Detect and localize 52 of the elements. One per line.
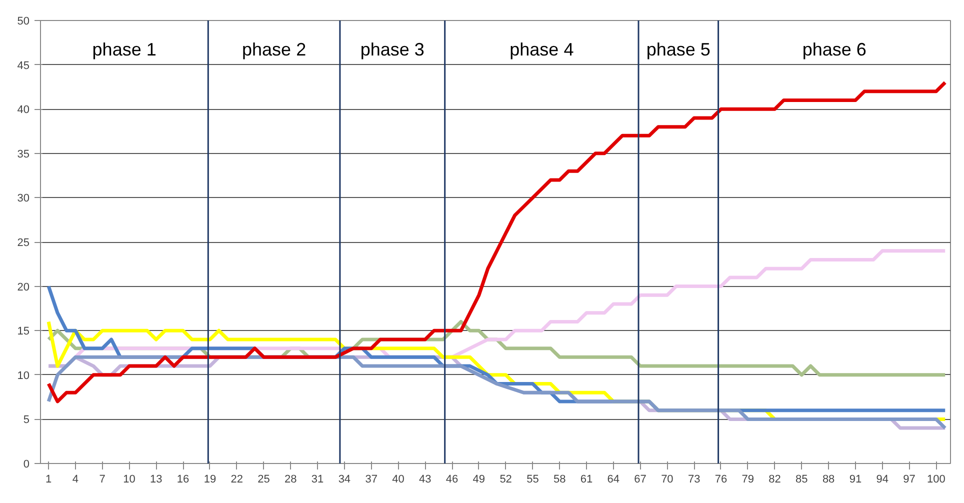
- x-tick-label: 22: [230, 474, 243, 486]
- x-tick-label: 55: [526, 474, 539, 486]
- y-tick-label: 25: [17, 237, 30, 249]
- y-tick-label: 5: [23, 414, 30, 426]
- x-tick-label: 25: [258, 474, 270, 486]
- x-tick-label: 52: [500, 474, 512, 486]
- x-tick-label: 43: [419, 474, 432, 486]
- x-tick-label: 16: [176, 474, 190, 486]
- x-tick-label: 85: [796, 474, 808, 486]
- y-tick-label: 20: [17, 281, 30, 294]
- x-tick-label: 40: [392, 474, 404, 486]
- x-tick-label: 7: [99, 474, 106, 486]
- x-tick-label: 79: [742, 474, 754, 486]
- x-tick-label: 94: [876, 474, 888, 486]
- x-tick-label: 58: [553, 474, 566, 486]
- x-tick-label: 61: [580, 474, 593, 486]
- annotation: phase 3: [360, 39, 424, 60]
- x-tick-label: 10: [123, 474, 136, 486]
- annotation: phase 6: [802, 39, 866, 60]
- y-tick-label: 50: [17, 16, 30, 28]
- x-tick-label: 100: [926, 474, 946, 486]
- x-tick-label: 97: [903, 474, 916, 486]
- x-tick-label: 34: [338, 474, 351, 486]
- x-tick-label: 91: [849, 474, 862, 486]
- x-tick-label: 46: [446, 474, 458, 486]
- x-tick-label: 31: [311, 474, 324, 486]
- x-tick-label: 73: [688, 474, 700, 486]
- x-tick-label: 64: [607, 474, 620, 486]
- x-tick-label: 67: [634, 474, 646, 486]
- annotation: phase 1: [92, 39, 156, 60]
- annotation: phase 4: [510, 39, 574, 60]
- x-tick-label: 49: [472, 474, 486, 486]
- line-series: [46, 80, 947, 404]
- x-tick-label: 70: [661, 474, 674, 486]
- y-tick-label: 45: [17, 60, 30, 72]
- x-tick-label: 19: [204, 474, 216, 486]
- x-tick-label: 28: [284, 474, 297, 486]
- y-tick-label: 15: [17, 326, 30, 338]
- annotation: phase 2: [242, 39, 306, 60]
- x-tick-label: 76: [714, 474, 728, 486]
- y-tick-label: 35: [17, 148, 30, 160]
- x-tick-label: 4: [72, 474, 79, 486]
- x-tick-label: 82: [768, 474, 781, 486]
- x-tick-label: 13: [150, 474, 162, 486]
- y-tick-label: 40: [17, 104, 30, 116]
- y-tick-label: 30: [17, 192, 30, 205]
- y-tick-label: 0: [23, 458, 30, 470]
- x-tick-label: 88: [822, 474, 835, 486]
- annotation: phase 5: [646, 39, 710, 60]
- x-tick-label: 1: [46, 474, 52, 486]
- x-tick-label: 37: [365, 474, 378, 486]
- y-tick-label: 10: [17, 370, 30, 382]
